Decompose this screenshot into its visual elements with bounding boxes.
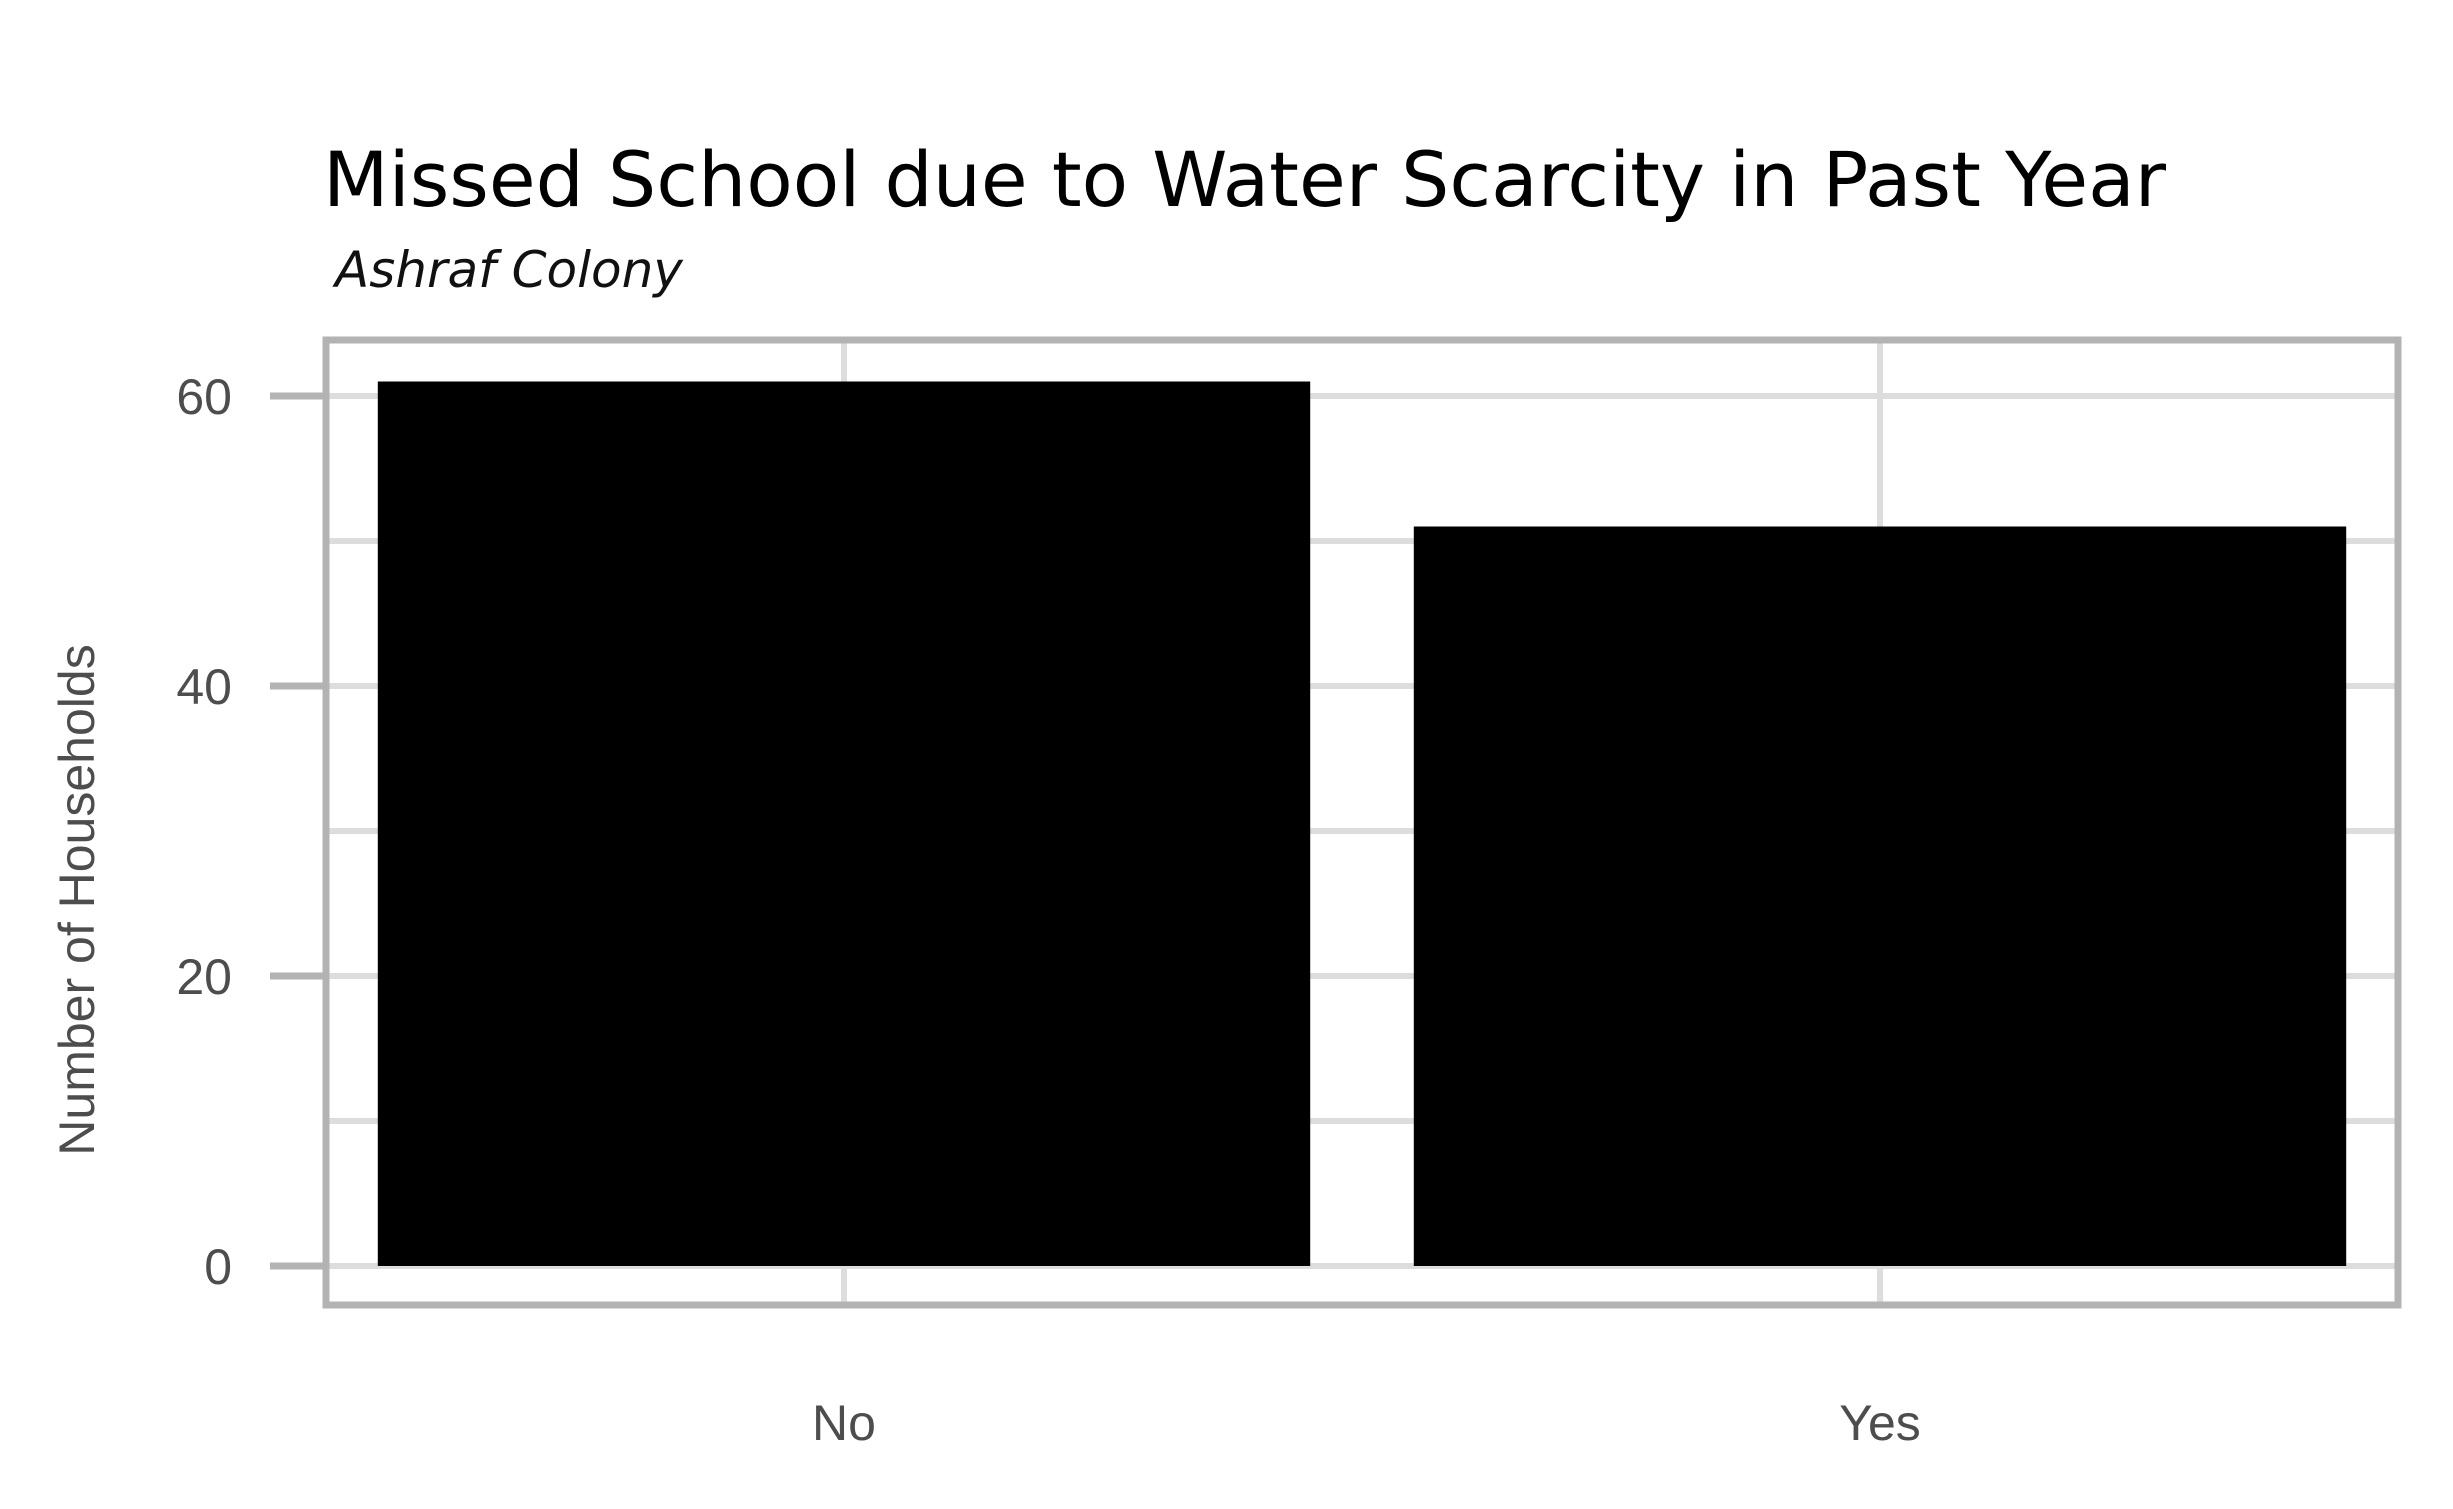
axes: 0 20 40 60 No Yes: [176, 336, 2402, 1451]
y-tick-label: 0: [204, 1239, 232, 1295]
y-tick-label: 40: [176, 659, 232, 715]
y-axis-title: Number of Households: [49, 644, 105, 1155]
x-tick-label: No: [812, 1395, 876, 1451]
bar-yes: [1413, 526, 2347, 1266]
bar-no: [377, 381, 1311, 1266]
bars: [377, 381, 2347, 1266]
chart-title: Missed School due to Water Scarcity in P…: [323, 135, 2167, 224]
x-tick-label: Yes: [1839, 1395, 1921, 1451]
panel-border: [322, 336, 2402, 1309]
chart-subtitle: Ashraf Colony: [332, 241, 684, 299]
y-tick-label: 60: [176, 369, 232, 425]
y-tick-label: 20: [176, 949, 232, 1005]
